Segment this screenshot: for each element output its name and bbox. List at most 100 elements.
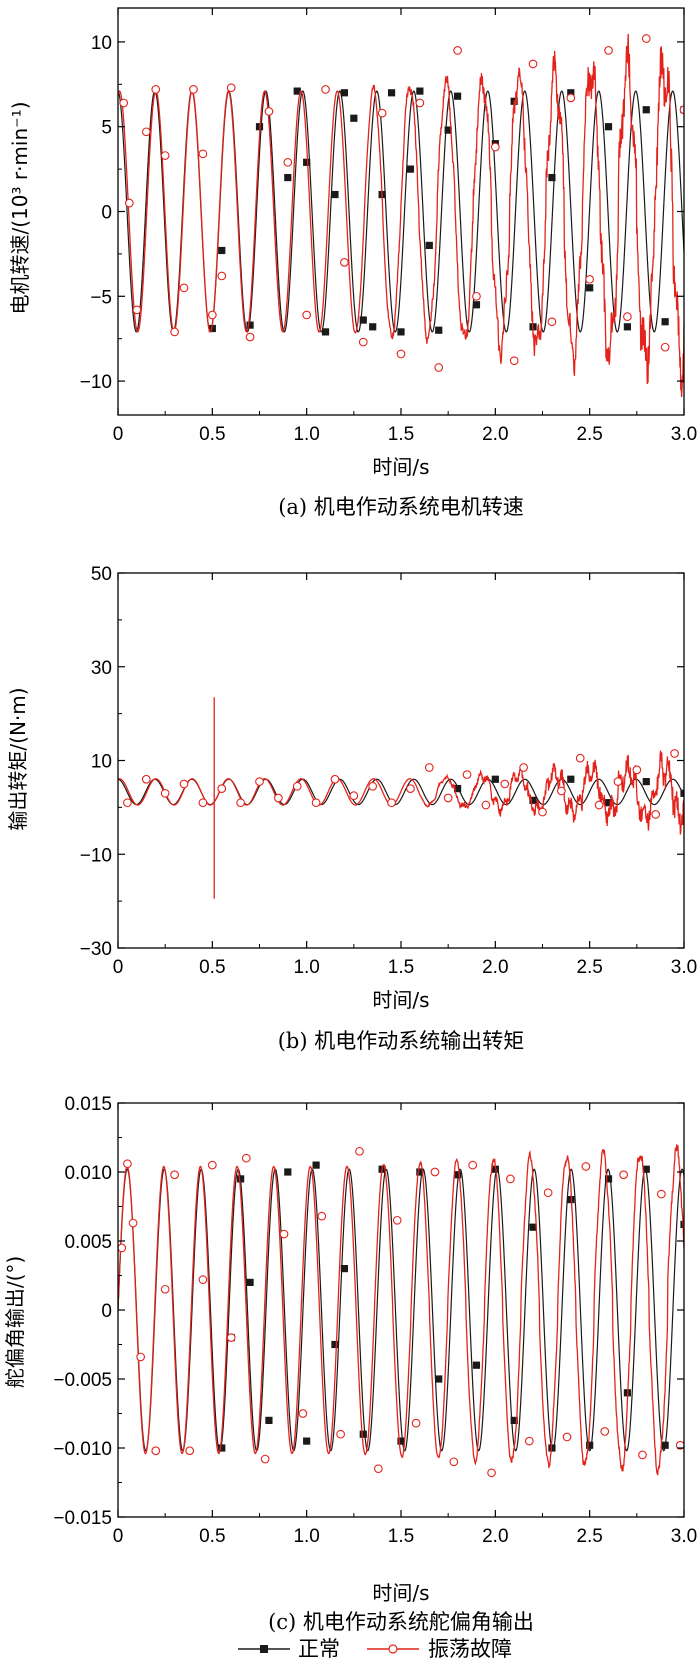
data-point-normal <box>246 321 254 329</box>
data-point-fault <box>604 46 613 55</box>
data-point-fault <box>481 800 491 810</box>
y-tick-label: 0.005 <box>64 1232 112 1253</box>
data-point-normal <box>529 1223 537 1231</box>
y-tick-label: −0.015 <box>53 1508 112 1529</box>
data-point-fault <box>151 1446 161 1456</box>
data-point-normal <box>642 1165 650 1173</box>
series-layer <box>118 697 684 899</box>
data-point-fault <box>119 98 129 108</box>
axes-layer: 0 0.5 1.0 1.5 2.0 2.5 3.0 −10 −5 0 5 10 <box>80 7 697 445</box>
panel-caption: (a) 机电作动系统电机转速 <box>278 495 524 519</box>
series-line-normal <box>118 1168 684 1452</box>
data-point-fault <box>245 332 255 342</box>
data-point-normal <box>218 1444 226 1452</box>
panel-output-torque: 0 0.5 1.0 1.5 2.0 2.5 3.0 −30 −10 10 30 50 时间/s 输出转… <box>6 564 697 1053</box>
data-point-fault <box>509 356 519 366</box>
data-point-fault <box>302 310 312 320</box>
data-point-normal <box>265 1416 273 1424</box>
x-tick-label: 1.0 <box>293 957 319 978</box>
data-point-normal <box>416 87 424 95</box>
data-point-fault <box>468 1160 478 1170</box>
data-point-fault <box>500 779 510 789</box>
data-point-fault <box>241 1153 251 1163</box>
data-point-normal <box>293 87 301 95</box>
data-point-fault <box>623 312 632 321</box>
data-point-normal <box>604 1175 613 1183</box>
data-point-fault <box>217 271 227 281</box>
data-point-normal <box>567 89 575 97</box>
data-point-fault <box>462 770 472 779</box>
data-point-fault <box>217 784 227 793</box>
data-point-normal <box>416 1168 424 1176</box>
y-tick-label: −10 <box>80 372 112 393</box>
data-point-normal <box>642 777 650 786</box>
data-point-normal <box>604 123 613 131</box>
x-tick-label: 1.5 <box>388 1526 414 1547</box>
data-point-normal <box>642 106 650 114</box>
y-axis-title: 舵偏角输出/(°) <box>3 1256 27 1388</box>
data-point-fault <box>670 749 679 758</box>
series-layer <box>118 1144 684 1478</box>
data-point-normal <box>586 1441 594 1449</box>
data-point-normal <box>680 789 684 797</box>
y-tick-label: 0.015 <box>64 1094 112 1115</box>
x-tick-label: 0.5 <box>199 957 225 978</box>
legend: 正常 振荡故障 <box>238 1637 512 1661</box>
data-point-fault <box>283 157 293 167</box>
data-point-normal <box>312 1161 320 1169</box>
data-point-fault <box>396 349 406 359</box>
data-point-normal <box>425 241 433 250</box>
data-point-fault <box>340 258 349 267</box>
y-tick-label: 0 <box>101 203 112 224</box>
data-point-fault <box>434 363 444 372</box>
y-axis-title: 输出转矩/(N·m) <box>6 687 30 830</box>
data-point-normal <box>435 1375 443 1383</box>
data-point-fault <box>506 1174 515 1184</box>
x-tick-label: 2.0 <box>482 424 508 445</box>
data-point-fault <box>638 1450 647 1460</box>
data-point-fault <box>118 1243 127 1253</box>
data-point-fault <box>377 108 387 118</box>
data-point-normal <box>331 190 339 199</box>
data-point-fault <box>619 1170 628 1180</box>
data-point-fault <box>128 1218 138 1228</box>
legend-fault-label: 振荡故障 <box>428 1637 512 1661</box>
x-tick-label: 1.5 <box>388 424 414 445</box>
data-point-fault <box>632 765 642 775</box>
data-point-normal <box>303 158 311 166</box>
data-point-fault <box>132 305 142 315</box>
x-tick-label: 2.5 <box>576 957 602 978</box>
data-point-fault <box>575 753 585 763</box>
y-tick-label: 10 <box>91 33 112 54</box>
data-point-normal <box>623 323 631 331</box>
data-point-fault <box>424 763 434 772</box>
data-point-fault <box>679 105 684 115</box>
data-point-normal <box>359 316 367 324</box>
x-tick-label: 0 <box>113 424 124 445</box>
x-tick-label: 2.5 <box>576 424 602 445</box>
data-point-fault <box>160 1284 170 1294</box>
series-line-fault <box>118 33 684 398</box>
data-point-normal <box>529 796 537 804</box>
data-point-fault <box>317 1211 327 1221</box>
data-point-fault <box>368 781 378 791</box>
y-tick-label: 0 <box>101 1301 112 1322</box>
data-point-fault <box>374 1464 383 1474</box>
data-point-normal <box>548 1444 556 1452</box>
data-point-fault <box>566 93 576 103</box>
data-point-fault <box>226 83 236 93</box>
data-point-fault <box>528 59 538 69</box>
data-point-fault <box>600 1427 610 1436</box>
x-tick-label: 1.0 <box>293 424 319 445</box>
data-point-normal <box>237 1175 245 1183</box>
x-tick-label: 2.0 <box>482 957 508 978</box>
data-point-normal <box>491 775 499 783</box>
x-tick-label: 0.5 <box>199 424 225 445</box>
data-point-normal <box>435 326 443 334</box>
x-tick-label: 1.0 <box>293 1526 319 1547</box>
legend-fault-marker <box>388 1644 398 1654</box>
data-point-fault <box>189 85 198 94</box>
data-point-fault <box>226 1333 236 1342</box>
x-axis-title: 时间/s <box>372 455 429 479</box>
